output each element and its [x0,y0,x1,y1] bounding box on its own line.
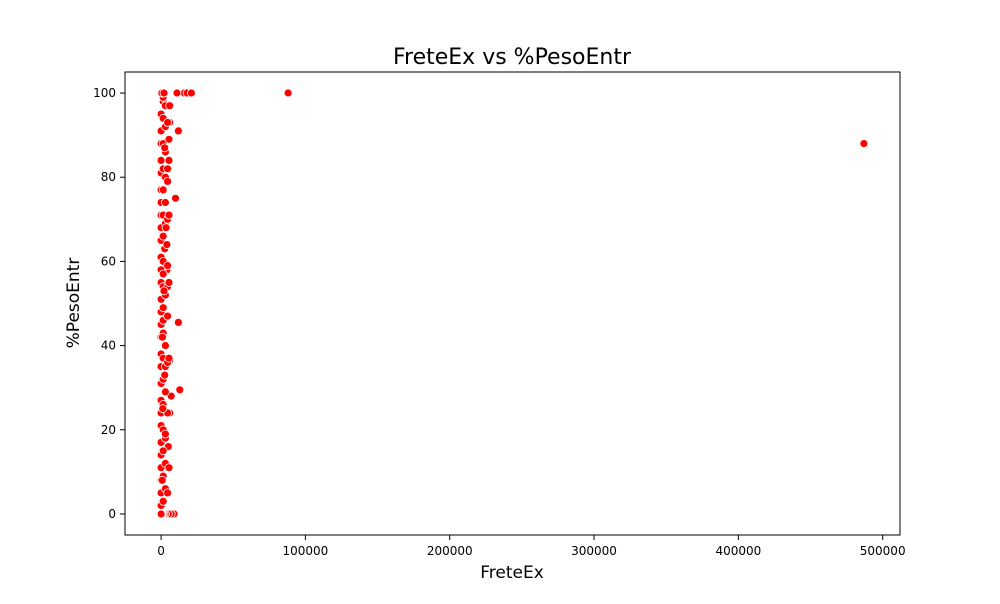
x-tick-label: 500000 [860,544,906,558]
data-point [158,231,168,241]
data-point [163,164,173,174]
data-point [156,509,166,519]
x-tick-label: 400000 [715,544,761,558]
data-point [159,286,169,296]
plot-area [124,71,901,536]
data-point [158,269,168,279]
y-tick-label: 80 [101,170,116,184]
y-tick-label: 40 [101,339,116,353]
data-point [164,463,174,473]
data-point [164,278,174,287]
y-tick-label: 100 [93,86,116,100]
x-tick-label: 300000 [571,544,617,558]
data-point [173,317,183,327]
data-point [163,176,173,186]
data-point [175,385,185,395]
data-point [160,370,170,380]
data-point [159,88,169,98]
data-point [164,155,174,165]
data-point [160,143,170,153]
data-point [283,88,293,98]
data-point [859,139,869,149]
y-axis: 0 20 40 60 80 100 [93,86,125,521]
data-point [160,341,170,351]
x-tick-label: 100000 [282,544,328,558]
data-point [158,332,167,342]
data-point [156,155,166,165]
data-point [158,303,168,313]
data-point [164,134,174,144]
y-tick-label: 20 [101,423,116,437]
data-point [164,353,174,363]
plot-frame [124,71,901,536]
x-axis: 0 100000 200000 300000 400000 500000 [157,535,906,558]
y-tick-label: 0 [108,507,116,521]
data-point [161,223,171,233]
data-point [163,118,173,127]
x-tick-label: 200000 [427,544,473,558]
data-point [160,198,170,207]
data-point [163,488,173,498]
data-point [172,88,182,98]
data-point [158,404,168,414]
data-point [171,193,180,203]
data-point [173,126,183,136]
data-point [162,240,172,250]
data-point [186,88,196,98]
data-point [163,311,173,321]
x-axis-label: FreteEx [480,563,544,583]
data-point [165,101,175,111]
x-tick-label: 0 [157,544,165,558]
data-point [163,261,173,271]
data-point [160,387,170,397]
data-point [164,210,174,220]
y-axis-label: %PesoEntr [64,258,84,349]
chart-title: FreteEx vs %PesoEntr [393,45,632,70]
y-tick-label: 60 [101,254,116,268]
data-point [160,429,170,439]
data-point [157,475,167,485]
data-point [158,446,168,456]
data-point [158,496,168,506]
data-point [158,185,168,195]
